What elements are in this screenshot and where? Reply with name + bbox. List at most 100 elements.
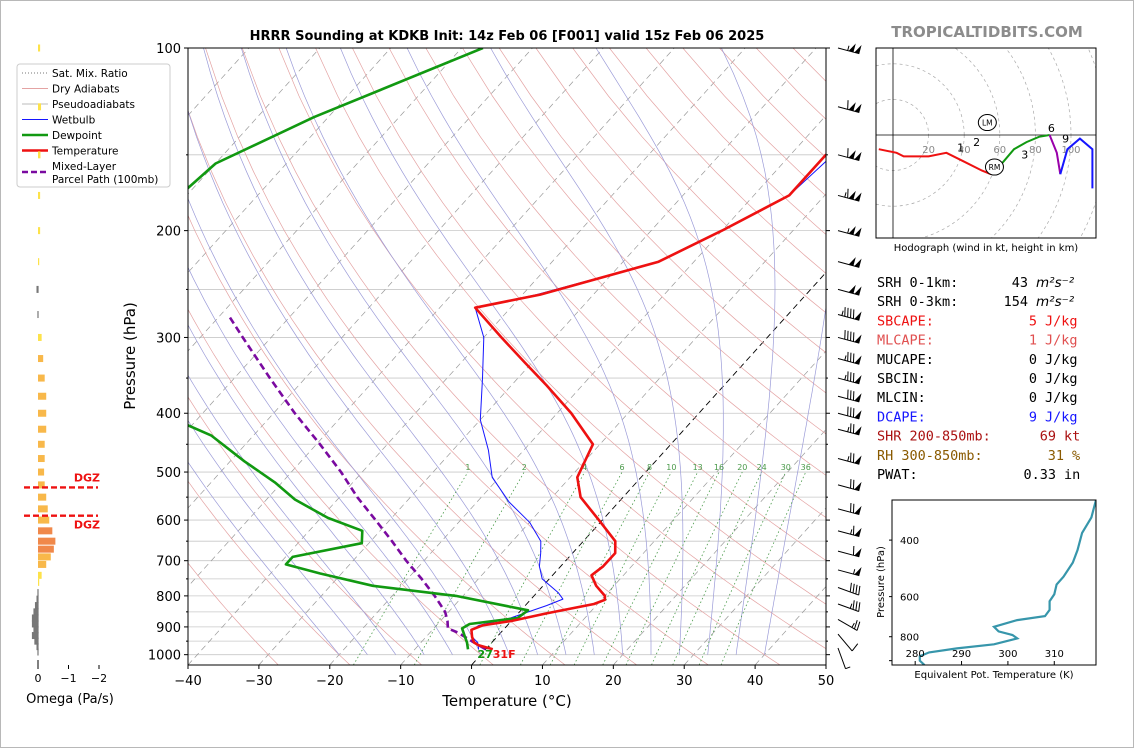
storm-motion-marker <box>984 158 1004 176</box>
x-tick-label: 20 <box>605 674 622 689</box>
legend-label-line: Temperature <box>51 146 119 158</box>
barb-flag <box>854 410 862 419</box>
hodograph-segment <box>1048 134 1062 175</box>
legend-label-temperature: Temperature <box>51 146 119 158</box>
omega-bar <box>34 602 39 610</box>
dry-adiabat <box>241 48 781 665</box>
hodograph-frame <box>875 47 1097 239</box>
barb-flag <box>854 286 862 296</box>
stat-label: MLCIN: <box>877 390 926 406</box>
omega-bar <box>38 151 41 159</box>
x-tick-label: −40 <box>174 674 201 689</box>
wind-barb <box>837 389 862 403</box>
stat-row: RH 300-850mb: 31% <box>877 448 1080 464</box>
stat-unit: J/kg <box>1045 409 1078 425</box>
barb-flag <box>854 355 862 365</box>
stat-unit: J/kg <box>1045 390 1078 406</box>
dry-adiabat <box>388 48 826 518</box>
isotherm <box>188 48 321 195</box>
stat-value: 0 <box>1029 371 1037 387</box>
dewpoint-line <box>188 48 530 650</box>
mixing-ratio-label: 13 <box>693 463 703 472</box>
mixing-ratio-label: 2 <box>522 463 527 472</box>
wind-barb <box>837 188 862 202</box>
omega-bar <box>38 392 47 400</box>
barb-staff <box>837 377 860 385</box>
omega-bar <box>38 355 44 363</box>
theta-e-x-tick-label: 280 <box>906 649 925 660</box>
chart-title: HRRR Sounding at KDKB Init: 14z Feb 06 [… <box>250 29 765 44</box>
stat-unit: in <box>1064 467 1080 483</box>
pseudoadiabat <box>188 266 453 655</box>
theta-e-y-label: Pressure (hPa) <box>876 546 887 618</box>
barb-staff <box>837 603 859 612</box>
x-tick-label: 0 <box>467 674 475 689</box>
pseudoadiabat <box>188 109 510 655</box>
y-tick-label: 600 <box>156 514 181 529</box>
stat-value: 9 <box>1029 409 1037 425</box>
theta-e-x-tick-label: 300 <box>998 649 1017 660</box>
omega-bar <box>38 44 41 52</box>
stat-unit: J/kg <box>1045 352 1078 368</box>
omega-bar <box>37 589 39 597</box>
omega-x-label: Omega (Pa/s) <box>26 692 114 707</box>
isotherm <box>542 350 826 665</box>
barb-flag <box>854 505 862 515</box>
hodograph-panel: 20 40 60 80 100 1 2 3 69 LM RM Hodograph (wind in… <box>875 47 1097 254</box>
stat-label: RH 300-850mb: <box>877 448 983 464</box>
stat-label: SRH 0-3km: <box>877 294 958 310</box>
barb-full <box>858 602 861 612</box>
wind-barb <box>837 600 861 612</box>
dry-adiabat <box>425 48 826 476</box>
barb-flag <box>848 226 856 235</box>
barb-half <box>852 569 856 575</box>
wind-barb <box>837 406 862 420</box>
omega-bar <box>38 481 45 489</box>
omega-bar <box>31 614 39 622</box>
wind-barb <box>837 546 862 558</box>
dry-adiabat <box>278 48 826 650</box>
dry-adiabat <box>572 48 826 314</box>
stat-row: SRH 0-1km: 43 m²s⁻² <box>877 275 1075 291</box>
storm-motion-marker <box>977 114 997 132</box>
barb-staff <box>837 647 846 669</box>
hodograph-height-label: 1 <box>957 141 964 154</box>
wind-barb <box>837 452 862 465</box>
dry-adiabat <box>352 48 826 561</box>
parcel-path-line <box>226 313 487 651</box>
stat-value: 5 <box>1029 313 1037 329</box>
barb-half <box>847 228 850 234</box>
barb-flag <box>854 334 862 344</box>
omega-bar <box>38 468 45 476</box>
wind-barbs <box>837 43 862 670</box>
wind-barb <box>837 582 861 596</box>
barb-flag <box>854 192 862 202</box>
omega-bar <box>38 455 45 463</box>
stat-row: SBCAPE: 5 J/kg <box>877 313 1078 329</box>
barb-flag <box>854 45 862 54</box>
dgz-label: DGZ <box>74 471 100 484</box>
hodograph-ring-label: 100 <box>1061 145 1080 156</box>
omega-bar <box>37 648 39 656</box>
mixing-ratio-label: 4 <box>582 463 587 472</box>
barb-flag <box>854 393 862 402</box>
barb-flag <box>848 102 856 111</box>
barb-half <box>845 666 851 670</box>
stat-label: DCAPE: <box>877 409 926 425</box>
stat-unit: J/kg <box>1045 371 1078 387</box>
omega-bar <box>38 425 47 433</box>
watermark: TROPICALTIDBITS.COM <box>891 23 1083 41</box>
barb-half <box>847 426 850 432</box>
barb-staff <box>837 154 860 162</box>
legend-label-line: Pseudoadiabats <box>52 99 135 111</box>
barb-flag <box>848 190 856 200</box>
barb-half <box>844 374 847 381</box>
barb-full <box>852 600 855 610</box>
stat-label: MUCAPE: <box>877 352 934 368</box>
mixing-ratio-line <box>413 471 525 665</box>
barb-flag <box>848 257 856 266</box>
isotherm <box>188 48 462 352</box>
stat-label: SHR 200-850mb: <box>877 429 991 445</box>
mixing-ratio-label: 6 <box>620 463 625 472</box>
